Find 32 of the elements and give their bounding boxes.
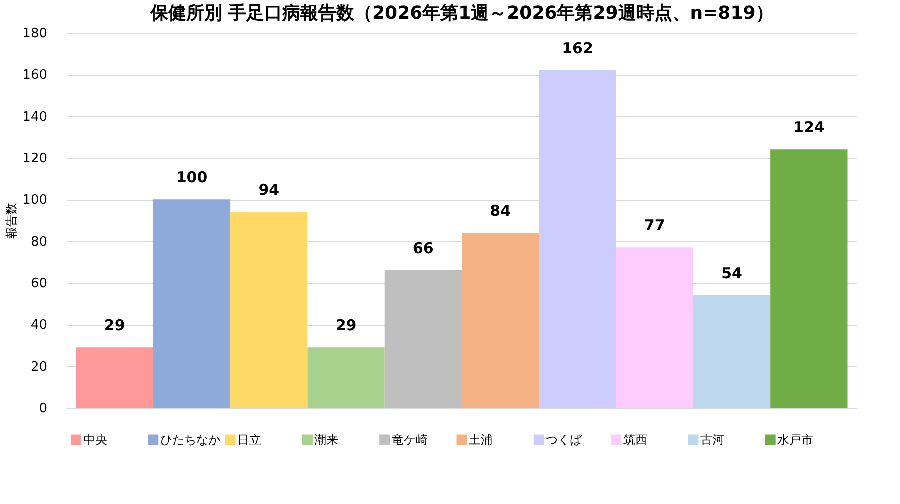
legend-label: 水戸市: [778, 433, 814, 447]
y-tick-label: 120: [22, 152, 48, 166]
legend-label: つくば: [546, 433, 584, 447]
data-label: 66: [412, 240, 434, 258]
y-tick-label: 60: [30, 276, 48, 292]
legend-label: 日立: [238, 433, 262, 447]
data-label: 77: [644, 216, 666, 235]
data-label: 124: [794, 118, 825, 137]
chart-title: 保健所別 手足口病報告数（2026年第1週～2026年第29週時点、n=819）: [149, 3, 774, 24]
data-label: 29: [104, 316, 126, 335]
y-axis-title: 報告数: [4, 203, 19, 239]
legend-label: ひたちなか: [160, 433, 220, 447]
data-label: 84: [490, 202, 512, 220]
y-tick-label: 180: [22, 26, 48, 42]
y-tick-label: 20: [30, 360, 48, 375]
y-tick-label: 100: [22, 193, 48, 208]
legend-label: 筑西: [623, 433, 648, 447]
legend-label: 土浦: [469, 433, 493, 447]
y-tick-label: 0: [39, 402, 48, 416]
data-label: 54: [722, 264, 742, 282]
data-label: 94: [258, 181, 280, 200]
y-tick-label: 140: [22, 110, 48, 125]
legend-label: 潮来: [314, 433, 339, 447]
y-tick-label: 80: [30, 234, 48, 250]
legend-label: 竜ケ崎: [392, 433, 428, 447]
data-label: 100: [176, 168, 208, 187]
data-label: 29: [336, 316, 357, 335]
legend-label: 中央: [83, 433, 108, 447]
y-tick-label: 160: [22, 68, 48, 84]
y-tick-label: 40: [30, 318, 48, 334]
data-label: 162: [562, 40, 594, 58]
legend-label: 古河: [700, 433, 724, 447]
